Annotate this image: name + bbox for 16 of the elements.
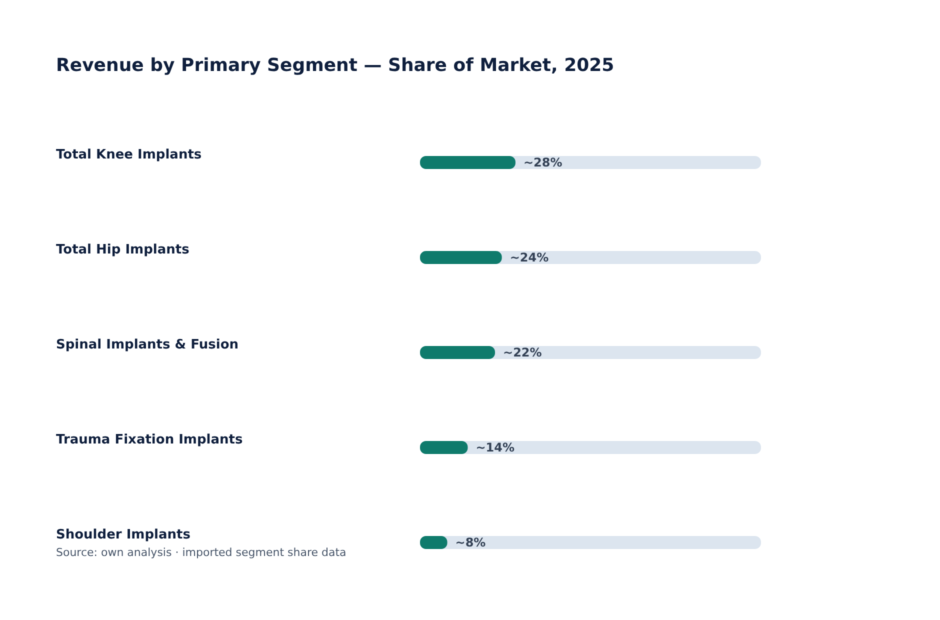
chart-title: Revenue by Primary Segment — Share of Market, 2025 [56, 55, 614, 76]
y-tick-label: Total Hip Implants [56, 242, 190, 258]
data-label: ~28% [523, 156, 562, 170]
bar [420, 441, 468, 454]
y-tick-label: Trauma Fixation Implants [56, 432, 243, 448]
y-tick-label: Shoulder Implants [56, 528, 191, 542]
data-label: ~22% [503, 346, 542, 360]
y-tick-label: Total Knee Implants [56, 148, 202, 162]
data-label: ~24% [510, 250, 549, 264]
y-tick-label: Spinal Implants & Fusion [56, 338, 239, 352]
bar [420, 346, 496, 359]
data-label: ~8% [455, 536, 486, 550]
source-note: Source: own analysis · imported segment share data [56, 546, 346, 559]
bar [420, 251, 502, 264]
data-label: ~14% [476, 440, 515, 454]
bar [420, 156, 516, 169]
